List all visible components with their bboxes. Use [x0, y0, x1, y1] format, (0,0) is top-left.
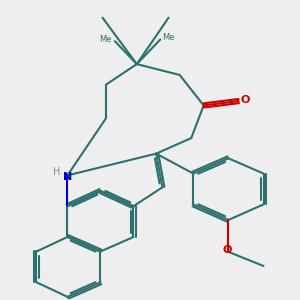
Text: O: O: [240, 94, 249, 105]
Text: Me: Me: [162, 34, 174, 43]
Text: N: N: [63, 172, 73, 182]
Text: H: H: [53, 167, 61, 177]
Text: O: O: [222, 245, 232, 255]
Text: Me: Me: [99, 35, 111, 44]
